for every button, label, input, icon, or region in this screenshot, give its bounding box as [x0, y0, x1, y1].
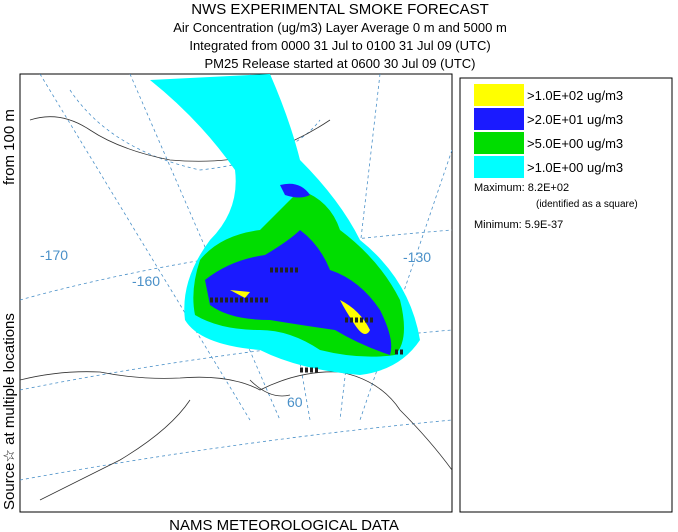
plume-high: [205, 183, 392, 355]
longitude-label: -170: [40, 247, 68, 263]
legend: >1.0E+02 ug/m3 >2.0E+01 ug/m3 >5.0E+00 ug/…: [474, 84, 623, 178]
legend-label: >2.0E+01 ug/m3: [527, 112, 623, 127]
plume-max: [230, 290, 370, 334]
minimum: Minimum: 5.9E-37: [474, 219, 563, 231]
height-label: from 100 m: [1, 109, 18, 185]
source-label: Source☆ at multiple locations: [1, 313, 18, 510]
map: -170 -160 -130 60: [19, 73, 453, 513]
subtitle: Air Concentration (ug/m3) Layer Average …: [173, 20, 507, 35]
maximum: Maximum: 8.2E+02: [474, 182, 569, 194]
longitude-label: -130: [403, 249, 431, 265]
subtitle: PM25 Release started at 0600 30 Jul 09 (…: [205, 56, 476, 71]
legend-label: >1.0E+02 ug/m3: [527, 88, 623, 103]
source-markers: [210, 267, 405, 373]
subtitle: Integrated from 0000 31 Jul to 0100 31 J…: [189, 38, 490, 53]
legend-label: >5.0E+00 ug/m3: [527, 136, 623, 151]
coastline: [20, 116, 452, 501]
legend-swatch: [474, 84, 524, 106]
footer: NAMS METEOROLOGICAL DATA: [169, 517, 399, 532]
latitude-label: 60: [287, 394, 303, 410]
longitude-label: -160: [132, 273, 160, 289]
title: NWS EXPERIMENTAL SMOKE FORECAST: [191, 1, 489, 18]
legend-label: >1.0E+00 ug/m3: [527, 160, 623, 175]
legend-swatch: [474, 132, 524, 154]
maximum-note: (identified as a square): [536, 199, 638, 210]
legend-swatch: [474, 108, 524, 130]
legend-swatch: [474, 156, 524, 178]
